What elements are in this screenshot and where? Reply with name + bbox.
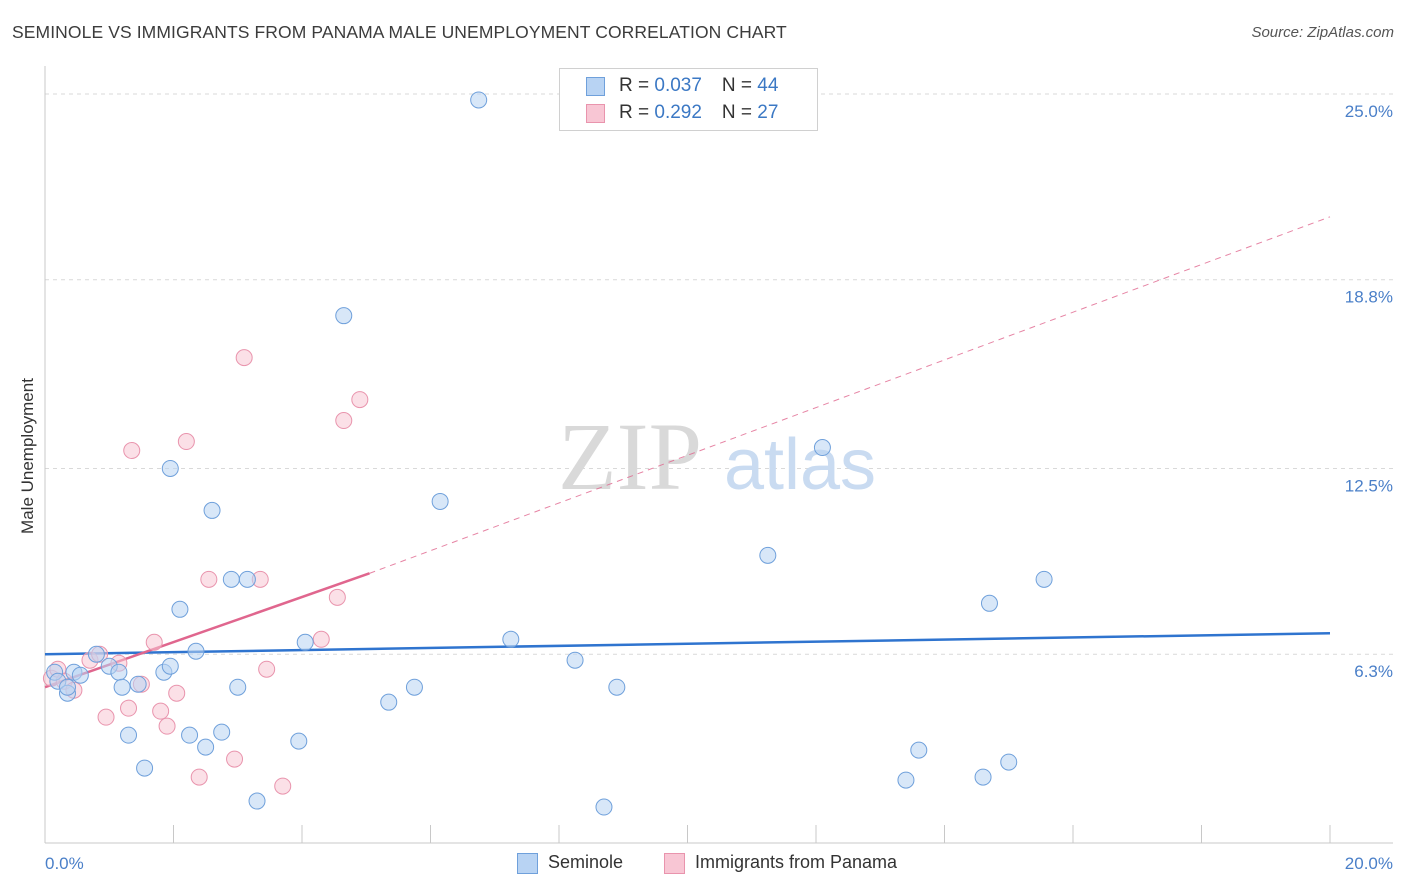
point-panama bbox=[145, 633, 163, 651]
point-seminole bbox=[897, 771, 915, 789]
point-panama bbox=[274, 777, 292, 795]
point-seminole bbox=[58, 678, 76, 696]
legend-swatch-seminole bbox=[586, 77, 605, 96]
chart-title: SEMINOLE VS IMMIGRANTS FROM PANAMA MALE … bbox=[12, 22, 787, 42]
y-tick-label: 18.8% bbox=[1345, 288, 1393, 307]
point-seminole bbox=[113, 678, 131, 696]
x-tick-label: 0.0% bbox=[45, 854, 84, 873]
point-panama bbox=[168, 684, 186, 702]
point-panama bbox=[190, 768, 208, 786]
point-seminole bbox=[129, 675, 147, 693]
point-seminole bbox=[502, 630, 520, 648]
point-panama bbox=[235, 349, 253, 367]
point-seminole bbox=[110, 663, 128, 681]
legend-n-label: N = bbox=[721, 102, 758, 123]
point-panama bbox=[335, 412, 353, 430]
point-seminole bbox=[431, 492, 449, 510]
watermark-atlas: atlas bbox=[724, 425, 876, 505]
point-seminole bbox=[181, 726, 199, 744]
point-seminole bbox=[187, 642, 205, 660]
watermark: ZIP atlas bbox=[558, 403, 876, 510]
point-seminole bbox=[1000, 753, 1018, 771]
legend-r-label: R = bbox=[619, 102, 655, 123]
point-seminole bbox=[229, 678, 247, 696]
point-seminole bbox=[380, 693, 398, 711]
point-seminole bbox=[470, 91, 488, 109]
trend-line-seminole bbox=[44, 632, 1331, 656]
legend-r-label: R = bbox=[619, 75, 655, 96]
point-panama bbox=[97, 708, 115, 726]
bottom-legend-swatch-panama bbox=[664, 853, 685, 874]
watermark-zip: ZIP bbox=[558, 403, 702, 510]
point-seminole bbox=[197, 738, 215, 756]
point-seminole bbox=[759, 546, 777, 564]
point-seminole bbox=[136, 759, 154, 777]
point-seminole bbox=[222, 570, 240, 588]
point-seminole bbox=[910, 741, 928, 759]
stats-legend: R = 0.037 N = 44 R = 0.292 N = 27 bbox=[559, 68, 818, 131]
point-seminole bbox=[405, 678, 423, 696]
point-panama bbox=[328, 588, 346, 606]
point-panama bbox=[226, 750, 244, 768]
legend-n-value-seminole: 44 bbox=[757, 75, 779, 96]
legend-r-value-panama: 0.292 bbox=[654, 102, 702, 123]
point-seminole bbox=[213, 723, 231, 741]
point-seminole bbox=[290, 732, 308, 750]
legend-text-seminole: R = 0.037 N = 44 bbox=[619, 75, 778, 97]
point-seminole bbox=[296, 633, 314, 651]
bottom-legend-label-panama: Immigrants from Panama bbox=[695, 852, 898, 872]
point-seminole bbox=[203, 501, 221, 519]
trend-line-panama-projection bbox=[369, 216, 1331, 574]
bottom-legend-label-seminole: Seminole bbox=[548, 852, 624, 872]
x-tick-label: 20.0% bbox=[1345, 854, 1393, 873]
legend-n-value-panama: 27 bbox=[757, 102, 779, 123]
point-seminole bbox=[974, 768, 992, 786]
y-tick-label: 25.0% bbox=[1345, 102, 1393, 121]
point-panama bbox=[152, 702, 170, 720]
axes bbox=[44, 66, 1393, 844]
legend-n-label: N = bbox=[721, 75, 758, 96]
trend-line-panama bbox=[44, 572, 370, 689]
trend-lines bbox=[44, 216, 1331, 689]
grid-lines bbox=[45, 93, 1393, 655]
point-seminole bbox=[171, 600, 189, 618]
point-seminole bbox=[161, 459, 179, 477]
point-seminole bbox=[161, 657, 179, 675]
bottom-legend-swatch-seminole bbox=[517, 853, 538, 874]
point-panama bbox=[312, 630, 330, 648]
point-seminole bbox=[1035, 570, 1053, 588]
legend-r-value-seminole: 0.037 bbox=[654, 75, 702, 96]
point-panama bbox=[123, 442, 141, 460]
point-panama bbox=[351, 391, 369, 409]
point-panama bbox=[177, 433, 195, 451]
point-seminole bbox=[87, 645, 105, 663]
point-panama bbox=[120, 699, 138, 717]
tick-labels: 6.3% 12.5% 18.8% 25.0% 0.0% 20.0% bbox=[45, 102, 1393, 873]
point-seminole bbox=[566, 651, 584, 669]
point-seminole bbox=[335, 307, 353, 325]
point-seminole bbox=[120, 726, 138, 744]
y-tick-label: 12.5% bbox=[1345, 476, 1393, 495]
point-panama bbox=[158, 717, 176, 735]
point-seminole bbox=[980, 594, 998, 612]
point-seminole bbox=[813, 439, 831, 457]
point-seminole bbox=[71, 666, 89, 684]
source-label: Source: ZipAtlas.com bbox=[1251, 24, 1394, 41]
point-seminole bbox=[608, 678, 626, 696]
point-seminole bbox=[248, 792, 266, 810]
y-tick-label: 6.3% bbox=[1354, 662, 1393, 681]
data-points bbox=[42, 91, 1053, 816]
legend-swatch-panama bbox=[586, 104, 605, 123]
point-seminole bbox=[238, 570, 256, 588]
point-seminole bbox=[595, 798, 613, 816]
point-panama bbox=[200, 570, 218, 588]
point-panama bbox=[258, 660, 276, 678]
legend-text-panama: R = 0.292 N = 27 bbox=[619, 102, 778, 124]
